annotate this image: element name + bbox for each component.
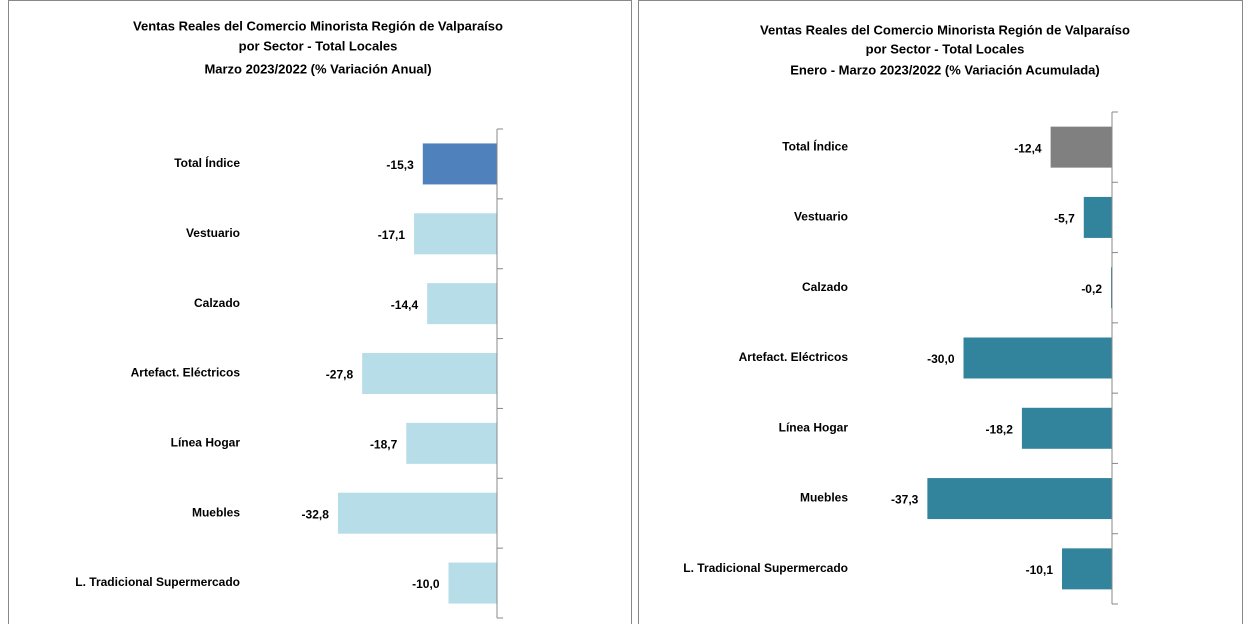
- y-tick-label: Vestuario: [794, 210, 848, 224]
- data-label: -15,3: [386, 158, 414, 172]
- chart-title: por Sector - Total Locales: [866, 41, 1025, 56]
- data-label: -10,0: [412, 577, 440, 591]
- chart-title: Ventas Reales del Comercio Minorista Reg…: [133, 18, 503, 33]
- data-label: -30,0: [927, 352, 955, 366]
- data-label: -32,8: [302, 507, 330, 521]
- data-label: -27,8: [326, 368, 354, 382]
- y-tick-label: Muebles: [192, 505, 240, 519]
- bar: [1050, 126, 1112, 168]
- bar: [406, 422, 497, 464]
- data-label: -18,2: [986, 422, 1014, 436]
- panel-frame: [638, 0, 1243, 624]
- data-label: -17,1: [378, 228, 406, 242]
- y-tick-label: Total Índice: [782, 138, 848, 153]
- bar: [362, 353, 497, 394]
- chart-title: Enero - Marzo 2023/2022 (% Variación Acu…: [790, 62, 1099, 77]
- chart-title: Ventas Reales del Comercio Minorista Reg…: [760, 22, 1130, 37]
- data-label: -12,4: [1014, 141, 1042, 155]
- y-tick-label: Total Índice: [174, 155, 240, 170]
- y-tick-label: L. Tradicional Supermercado: [75, 575, 240, 589]
- y-tick-label: Vestuario: [186, 226, 240, 240]
- y-tick-label: Muebles: [800, 491, 848, 505]
- panel-frame: [8, 0, 632, 624]
- data-label: -18,7: [370, 438, 398, 452]
- bar: [1062, 548, 1112, 590]
- bar: [927, 478, 1112, 520]
- bar: [1083, 196, 1112, 238]
- bar: [1021, 407, 1112, 449]
- y-tick-label: Calzado: [802, 280, 848, 294]
- y-tick-label: Línea Hogar: [171, 436, 241, 450]
- data-label: -0,2: [1081, 282, 1102, 296]
- bar: [448, 562, 497, 604]
- data-label: -10,1: [1026, 563, 1054, 577]
- data-label: -5,7: [1054, 212, 1075, 226]
- data-label: -14,4: [391, 298, 419, 312]
- y-tick-label: L. Tradicional Supermercado: [683, 561, 848, 575]
- bar: [414, 213, 497, 255]
- bar: [963, 337, 1112, 379]
- y-tick-label: Artefact. Eléctricos: [739, 350, 849, 364]
- data-label: -37,3: [891, 493, 919, 507]
- y-tick-label: Línea Hogar: [779, 420, 849, 434]
- bar: [337, 492, 497, 534]
- bar: [422, 143, 497, 185]
- chart-title: por Sector - Total Locales: [239, 38, 398, 53]
- y-tick-label: Calzado: [194, 296, 240, 310]
- y-tick-label: Artefact. Eléctricos: [131, 366, 241, 380]
- bar: [427, 283, 497, 325]
- chart-title: Marzo 2023/2022 (% Variación Anual): [204, 61, 431, 76]
